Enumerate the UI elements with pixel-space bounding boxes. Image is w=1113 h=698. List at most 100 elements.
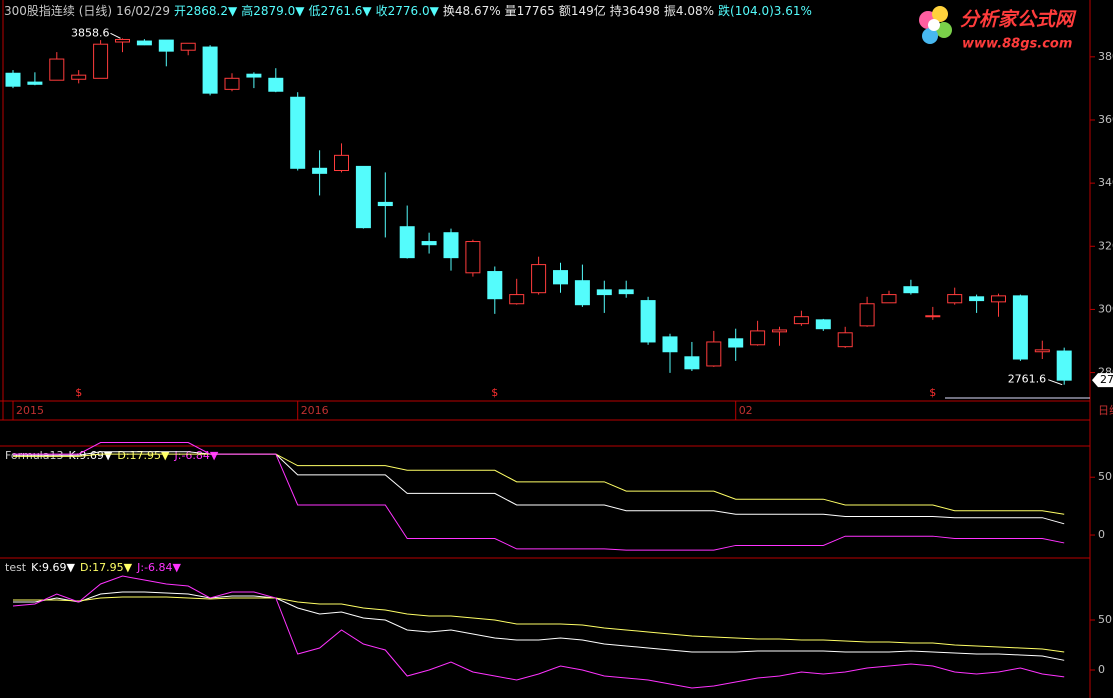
candle-body xyxy=(618,289,634,295)
header-item: 16/02/29 xyxy=(116,4,170,18)
candle-body xyxy=(202,46,218,94)
y-tick-label: 50 xyxy=(1098,470,1112,483)
candle-body xyxy=(5,72,21,87)
header-item: 开2868.2▼ xyxy=(174,4,238,18)
candle-body xyxy=(903,286,919,294)
header-item: 高2879.0▼ xyxy=(241,4,305,18)
low-annotation: 2761.6 xyxy=(1008,373,1047,386)
header-item: 持36498 xyxy=(609,4,660,18)
candle-body xyxy=(991,295,1006,303)
candle-body xyxy=(290,96,306,169)
signal-marker: $ xyxy=(929,386,936,399)
logo-center xyxy=(928,19,940,31)
candle-body xyxy=(531,264,547,294)
candle-body xyxy=(793,316,809,325)
candle-body xyxy=(640,300,656,343)
legend-entry: J:-6.84▼ xyxy=(136,561,181,574)
header-item: 跌(104.0)3.61% xyxy=(718,4,812,18)
candle-body xyxy=(49,58,65,81)
watermark: 分析家公式网 www.88gs.com xyxy=(919,6,1077,52)
candle-body xyxy=(334,154,349,172)
signal-marker: $ xyxy=(491,386,498,399)
candle-body xyxy=(574,280,590,306)
logo-petal xyxy=(932,6,948,22)
candle-body xyxy=(706,341,722,367)
candle-body xyxy=(180,42,196,51)
candle-body xyxy=(837,332,853,348)
indicator-line xyxy=(13,451,1065,525)
legend-entry: K:9.69▼ xyxy=(31,561,75,574)
legend-entry: D:17.95▼ xyxy=(117,449,170,462)
candle-body xyxy=(355,165,371,229)
candle-body xyxy=(224,77,240,90)
candle-body xyxy=(684,356,700,370)
candle-body xyxy=(377,201,393,207)
y-tick-label: 3400 xyxy=(1098,176,1113,189)
high-annotation: 3858.6 xyxy=(71,26,110,39)
header-item: 收2776.0▼ xyxy=(375,4,439,18)
candle-body xyxy=(815,319,831,330)
candle-body xyxy=(728,338,744,348)
candle-body xyxy=(881,294,897,304)
candle-body xyxy=(158,39,174,52)
y-tick-label: 50 xyxy=(1098,613,1112,626)
panel-title: test xyxy=(5,561,27,574)
candle-body xyxy=(399,226,415,259)
indicator-line xyxy=(13,442,1065,551)
watermark-url: www.88gs.com xyxy=(962,37,1072,52)
header-item: 量17765 xyxy=(504,4,555,18)
annotation-leader xyxy=(110,32,121,39)
candle-body xyxy=(136,40,152,46)
legend-entry: D:17.95▼ xyxy=(80,561,133,574)
candle-body xyxy=(443,232,459,259)
x-tick-label: 2015 xyxy=(16,404,44,417)
candle-body xyxy=(27,81,43,85)
header-bar: 300股指连续 (日线) 16/02/29 开2868.2▼ 高2879.0▼ 低276… xyxy=(4,2,816,19)
indicator-line xyxy=(13,591,1065,661)
y-tick-label: 3000 xyxy=(1098,302,1113,315)
candle-body xyxy=(93,43,109,79)
header-item: 额149亿 xyxy=(558,4,606,18)
candle-body xyxy=(71,74,87,80)
candle-body xyxy=(421,241,437,246)
legend-entry: J:-6.84▼ xyxy=(174,449,219,462)
y-tick-label: 3800 xyxy=(1098,50,1113,63)
x-tick-label: 02 xyxy=(739,404,753,417)
logo-petal xyxy=(922,28,938,44)
candle-body xyxy=(312,167,328,174)
candle-body xyxy=(969,296,985,302)
y-tick-label: 0 xyxy=(1098,663,1105,676)
candle-body xyxy=(553,270,568,285)
candle-body xyxy=(750,330,766,346)
candle-body xyxy=(246,73,262,78)
candle-body xyxy=(465,241,481,274)
watermark-name: 分析家公式网 xyxy=(960,9,1077,31)
candle-body xyxy=(1012,295,1028,360)
logo-petal xyxy=(936,22,952,38)
indicator-line xyxy=(13,596,1065,653)
candle-body xyxy=(662,336,678,353)
candle-body xyxy=(487,271,503,300)
x-tick-label: 2016 xyxy=(301,404,329,417)
annotation-leader xyxy=(1048,379,1063,386)
last-price-tag xyxy=(1092,373,1113,388)
candle-body xyxy=(1056,350,1072,381)
candle-body xyxy=(509,294,525,305)
y-tick-label: 0 xyxy=(1098,528,1105,541)
candle-body xyxy=(772,329,787,333)
period-label: 日线 xyxy=(1098,403,1113,417)
indicator-line xyxy=(12,575,1065,689)
header-item: 振4.08% xyxy=(663,4,715,18)
candle-body xyxy=(1034,349,1050,353)
candle-body xyxy=(947,294,963,304)
candle-body xyxy=(115,38,130,43)
indicator-line xyxy=(13,453,1065,515)
header-item: 换48.67% xyxy=(442,4,501,18)
signal-marker: $ xyxy=(75,386,82,399)
candle-body xyxy=(859,303,875,327)
candle-body xyxy=(596,289,612,296)
header-item: 低2761.6▼ xyxy=(308,4,372,18)
candle-body xyxy=(925,315,941,318)
